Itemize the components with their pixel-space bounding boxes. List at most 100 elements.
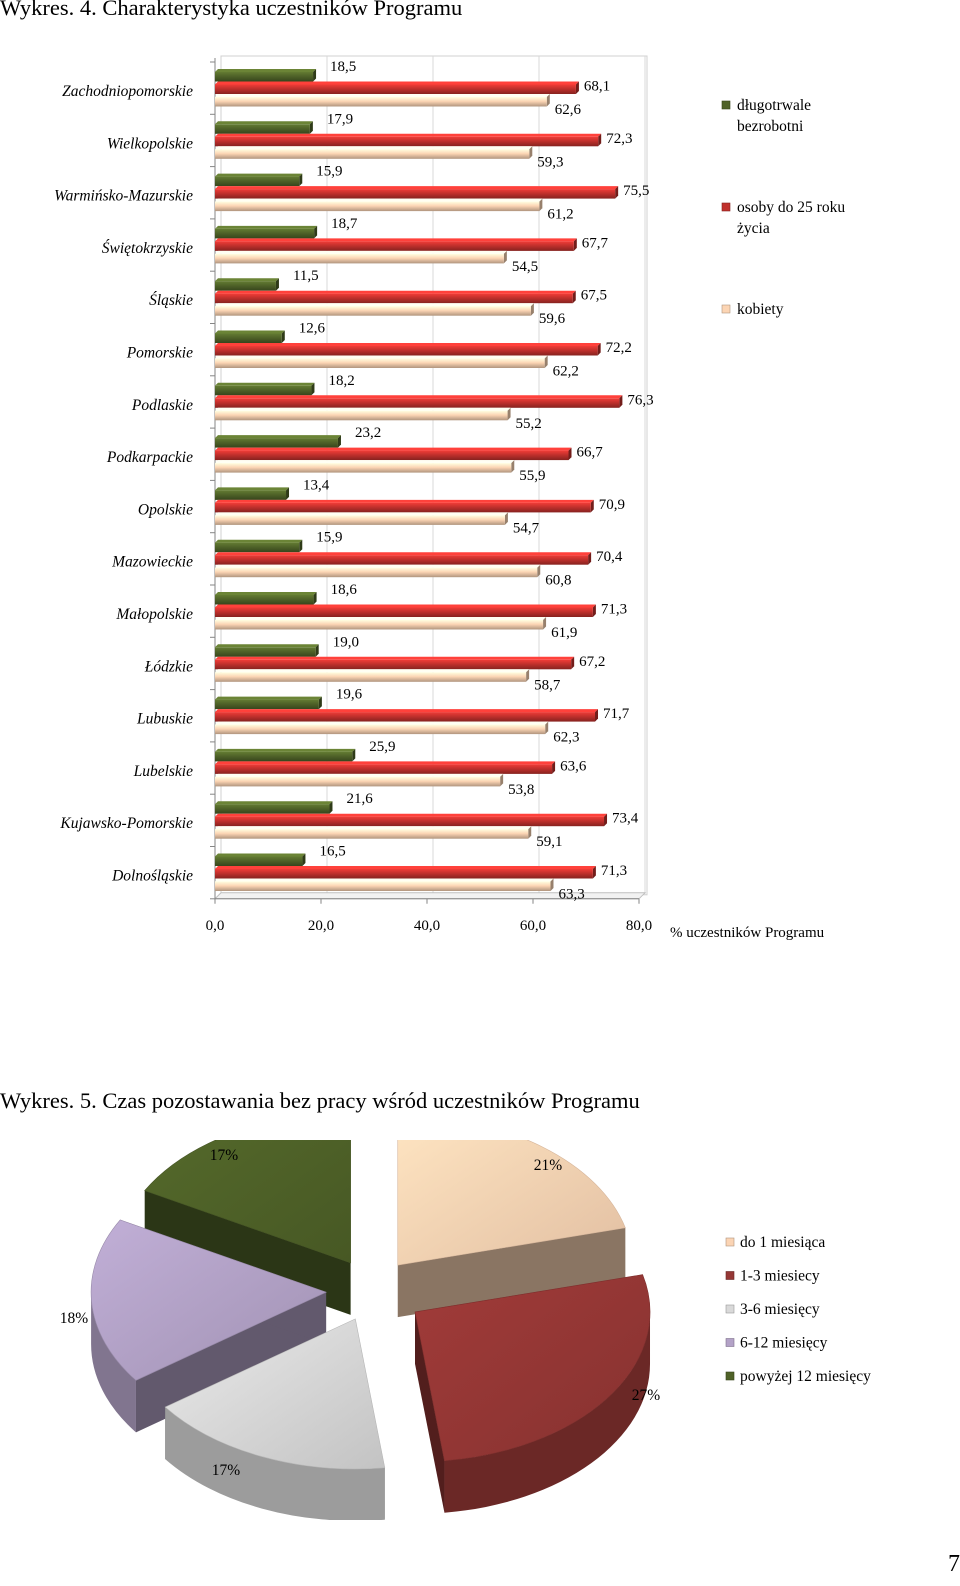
bar-top <box>215 133 602 137</box>
bar-top <box>215 813 608 817</box>
category-label: Łódzkie <box>144 658 193 675</box>
bar <box>215 253 504 264</box>
x-tick-label: 60,0 <box>520 918 546 934</box>
data-label: 53,8 <box>508 782 534 798</box>
bar-end <box>503 250 507 264</box>
bar-end <box>588 552 592 565</box>
bar-top <box>215 435 341 439</box>
bar-end <box>299 173 303 187</box>
bar <box>215 228 315 239</box>
category-label: Podkarpackie <box>106 449 193 466</box>
bar-top <box>215 592 317 595</box>
legend-label: 1-3 miesiecy <box>740 1268 820 1285</box>
bar-top <box>215 656 575 660</box>
bar-end <box>573 238 577 251</box>
data-label: 75,5 <box>623 183 649 199</box>
legend-label: kobiety <box>737 301 784 318</box>
slice-label: 18% <box>60 1310 89 1327</box>
bar <box>215 555 589 565</box>
bar-end <box>619 395 623 408</box>
data-label: 58,7 <box>534 677 561 693</box>
bar-end <box>537 564 541 578</box>
bar-end <box>528 826 532 839</box>
bar <box>215 567 538 578</box>
bar <box>215 241 574 251</box>
bar-top <box>215 460 515 464</box>
bar-top <box>215 278 279 282</box>
bar <box>215 438 338 448</box>
bar <box>215 829 529 839</box>
bar-end <box>281 330 285 343</box>
bar <box>215 450 569 461</box>
bar-end <box>568 447 572 461</box>
bar-top <box>215 447 572 451</box>
category-label: Świętokrzyskie <box>102 240 193 257</box>
bar-top <box>215 81 579 85</box>
bar-end <box>598 133 602 147</box>
data-label: 54,7 <box>513 520 540 536</box>
bar <box>215 84 576 94</box>
slice-rim <box>91 1292 136 1433</box>
data-label: 66,7 <box>577 445 604 461</box>
bar-end <box>595 709 599 722</box>
data-label: 67,7 <box>582 235 609 251</box>
bar-top <box>215 773 504 777</box>
data-label: 59,1 <box>536 834 562 850</box>
bar-top <box>215 604 596 608</box>
bar-end <box>545 721 549 735</box>
bar-top <box>215 539 303 543</box>
x-axis-label: % uczestników Programu <box>670 925 825 941</box>
bar-top <box>215 303 534 307</box>
bar-end <box>604 813 608 827</box>
data-label: 18,7 <box>331 216 358 232</box>
bar <box>215 856 303 866</box>
category-label: Lubelskie <box>133 763 194 780</box>
bar <box>215 149 530 159</box>
data-label: 15,9 <box>316 164 342 180</box>
bar-end <box>302 853 306 866</box>
bar <box>215 176 300 187</box>
bar-top <box>215 198 543 202</box>
bar-end <box>615 186 619 199</box>
pie-slice <box>164 1318 386 1470</box>
bar-top <box>215 696 322 700</box>
data-label: 54,5 <box>512 259 538 275</box>
bar <box>215 595 314 605</box>
data-label: 61,9 <box>551 625 577 641</box>
x-tick-label: 0,0 <box>206 918 225 934</box>
bar <box>215 333 282 343</box>
bar-top <box>215 552 592 556</box>
bar <box>215 647 316 657</box>
category-label: Podlaskie <box>131 397 193 414</box>
data-label: 68,1 <box>584 79 610 95</box>
bar-end <box>329 801 333 814</box>
data-label: 63,3 <box>558 887 584 903</box>
slice-side <box>397 1227 626 1318</box>
bar-end <box>352 748 356 762</box>
x-tick-label: 80,0 <box>626 918 652 934</box>
pie-slice <box>414 1274 651 1462</box>
legend-swatch <box>721 304 731 314</box>
slice-label: 27% <box>632 1387 661 1404</box>
data-label: 63,6 <box>560 758 587 774</box>
bar-end <box>530 303 534 316</box>
bar <box>215 620 544 630</box>
legend-swatch <box>721 100 731 110</box>
data-label: 17,9 <box>327 111 353 127</box>
bar <box>215 293 573 304</box>
bar <box>215 281 276 291</box>
data-label: 62,3 <box>553 730 579 746</box>
bar-end <box>504 512 508 525</box>
data-label: 71,3 <box>601 863 627 879</box>
bar <box>215 97 547 107</box>
data-label: 55,2 <box>516 416 542 432</box>
bar <box>215 502 591 513</box>
bar <box>215 672 527 682</box>
bar <box>215 804 330 814</box>
data-label: 72,3 <box>606 131 632 147</box>
bar-top <box>215 355 548 359</box>
bar <box>215 463 512 473</box>
bar <box>215 515 505 525</box>
slice-side <box>415 1311 445 1513</box>
category-label: Wielkopolskie <box>107 135 193 152</box>
